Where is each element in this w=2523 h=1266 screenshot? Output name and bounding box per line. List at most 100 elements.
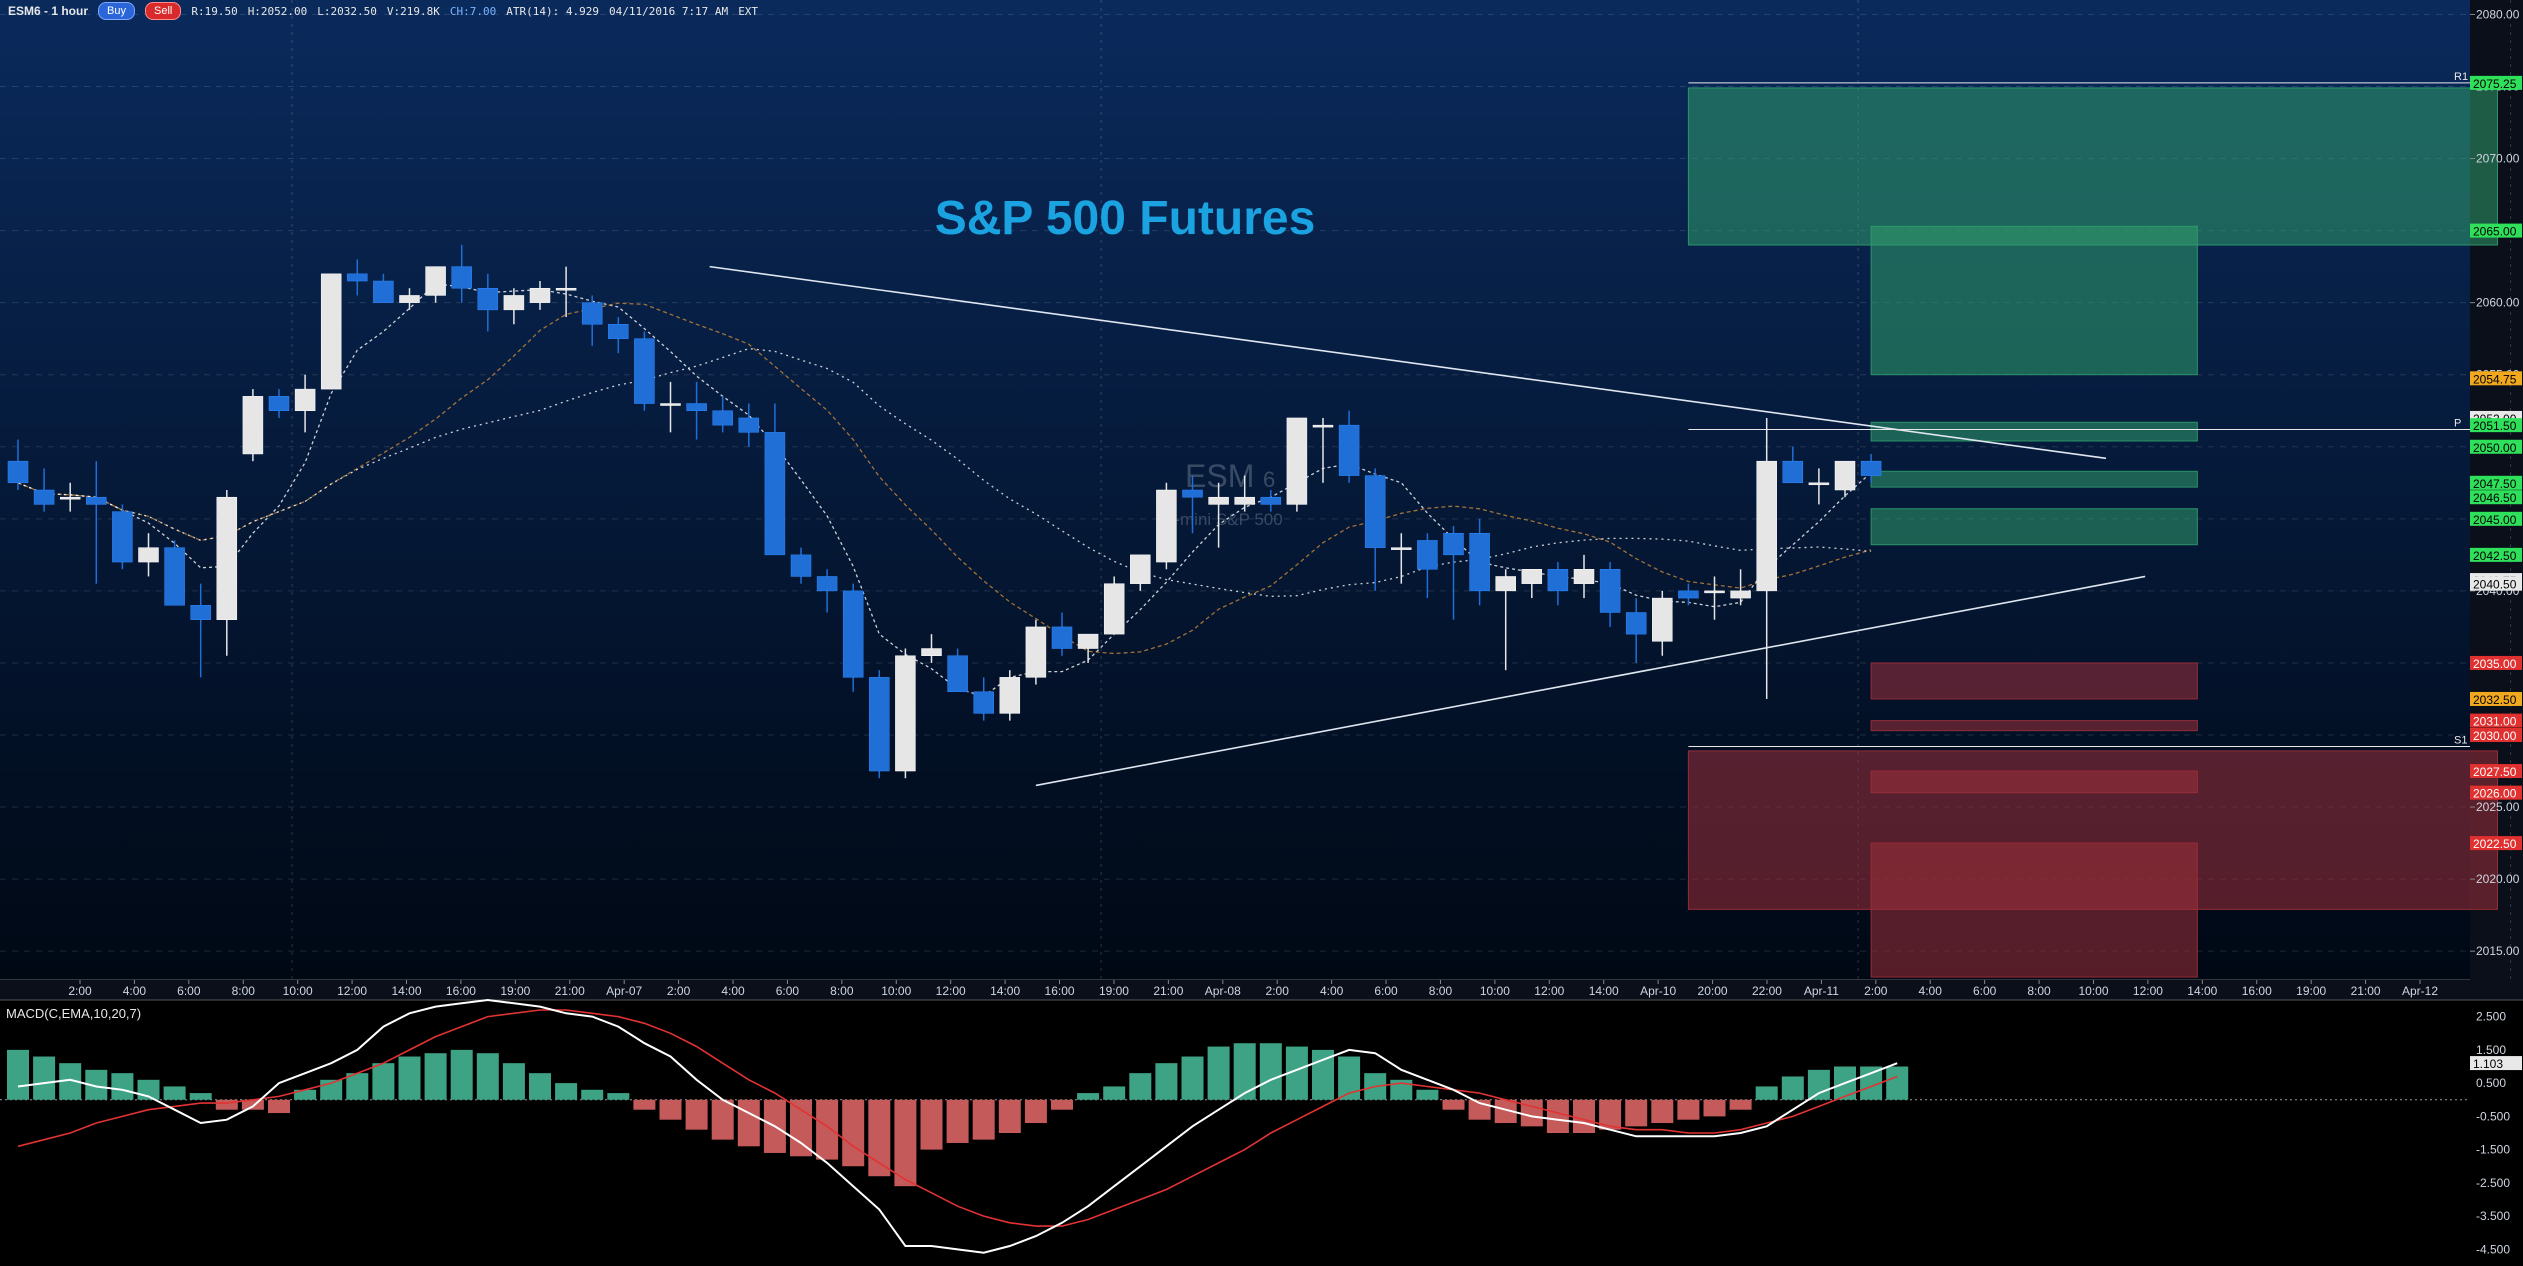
- low-readout: L:2032.50: [317, 4, 377, 18]
- macd-histogram-bar-positive: [1155, 1063, 1178, 1100]
- macd-histogram-bar-negative: [1494, 1099, 1517, 1124]
- macd-histogram-bar-positive: [398, 1056, 421, 1100]
- down-candle: [190, 605, 211, 620]
- time-tick-label: Apr-07: [606, 984, 642, 998]
- macd-histogram-bar-positive: [1781, 1076, 1804, 1100]
- up-candle: [1756, 460, 1777, 592]
- range-readout: R:19.50: [191, 4, 238, 18]
- price-tag: [2470, 475, 2522, 490]
- high-readout: H:2052.00: [247, 4, 308, 18]
- time-tick-label: 12:00: [936, 984, 966, 998]
- macd-histogram-bar-negative: [868, 1099, 891, 1177]
- down-candle: [1417, 540, 1438, 570]
- time-tick-label: 4:00: [1919, 984, 1943, 998]
- macd-tick-label: 0.500: [2476, 1076, 2506, 1090]
- up-candle: [1312, 424, 1334, 428]
- macd-histogram-bar-negative: [241, 1099, 264, 1110]
- down-candle: [764, 432, 786, 556]
- macd-histogram-bar-positive: [294, 1089, 317, 1100]
- down-candle: [738, 417, 760, 433]
- up-candle: [1208, 496, 1229, 505]
- price-tag: [2470, 655, 2522, 670]
- up-candle: [1025, 626, 1047, 678]
- time-tick-label: 4:00: [123, 984, 147, 998]
- down-candle: [86, 496, 107, 505]
- up-candle: [294, 388, 316, 411]
- down-candle: [373, 280, 394, 303]
- price-tick-label: 2025.00: [2476, 800, 2520, 814]
- time-tick-label: 8:00: [1429, 984, 1453, 998]
- down-candle: [1782, 460, 1804, 484]
- down-candle: [1547, 569, 1569, 592]
- watermark-name: E-mini S&P 500: [1163, 510, 1283, 529]
- price-tag: [2470, 371, 2522, 386]
- up-candle: [999, 677, 1021, 714]
- macd-histogram-bar-positive: [372, 1063, 395, 1100]
- time-tick-label: 10:00: [2078, 984, 2108, 998]
- up-candle: [242, 396, 264, 455]
- price-tag-label: 2032.50: [2473, 693, 2517, 707]
- time-tick-label: 10:00: [283, 984, 313, 998]
- macd-histogram-bar-positive: [1390, 1079, 1413, 1100]
- price-tag: [2470, 785, 2522, 800]
- time-tick-label: 2:00: [667, 984, 691, 998]
- green-target-zone: [1870, 508, 2198, 546]
- macd-histogram-bar-positive: [1807, 1069, 1830, 1100]
- macd-histogram-bar-positive: [1103, 1086, 1126, 1100]
- macd-histogram-bar-negative: [1520, 1099, 1543, 1127]
- chart-title: S&P 500 Futures: [935, 192, 1316, 245]
- time-tick-label: 2:00: [1266, 984, 1290, 998]
- time-tick-label: 8:00: [2027, 984, 2051, 998]
- price-tag: [2470, 547, 2522, 562]
- up-candle: [216, 496, 238, 620]
- time-tick-label: 14:00: [2187, 984, 2217, 998]
- macd-histogram-bar-positive: [1129, 1073, 1152, 1100]
- sell-button[interactable]: Sell: [144, 2, 182, 20]
- red-target-zone: [1870, 842, 2198, 978]
- price-tag: [2470, 223, 2522, 238]
- price-tag-label: 2065.00: [2473, 225, 2517, 239]
- macd-histogram-bar-negative: [685, 1099, 708, 1130]
- down-candle: [347, 273, 368, 282]
- down-candle: [816, 576, 838, 592]
- macd-histogram-bar-positive: [7, 1049, 29, 1100]
- time-tick-label: 19:00: [2296, 984, 2326, 998]
- time-tick-label: 14:00: [1589, 984, 1619, 998]
- down-candle: [268, 396, 290, 411]
- up-candle: [921, 648, 942, 656]
- time-tick-label: 10:00: [881, 984, 911, 998]
- macd-histogram-bar-positive: [581, 1089, 604, 1100]
- down-candle: [712, 410, 733, 426]
- macd-histogram-bar-negative: [1677, 1099, 1700, 1120]
- up-candle: [425, 266, 446, 296]
- price-tag-label: 2046.50: [2473, 491, 2517, 505]
- up-candle: [1834, 460, 1856, 491]
- up-candle: [1704, 590, 1725, 594]
- price-tag: [2470, 439, 2522, 454]
- macd-histogram-bar-positive: [424, 1053, 447, 1100]
- candlesticks: [7, 245, 1882, 779]
- down-candle: [1860, 460, 1882, 476]
- time-tick-label: 21:00: [1153, 984, 1183, 998]
- buy-button[interactable]: Buy: [98, 2, 135, 20]
- macd-indicator: [0, 998, 2470, 1254]
- price-tag-label: 2031.00: [2473, 715, 2517, 729]
- price-tag: [2470, 728, 2522, 742]
- macd-line: [17, 998, 1898, 1254]
- trendline: [709, 265, 2107, 460]
- down-candle: [1443, 532, 1464, 556]
- macd-histogram-bar-negative: [1599, 1099, 1622, 1130]
- watermark: ESM 6 E-mini S&P 500: [1163, 458, 1283, 529]
- price-tag-label: 2022.50: [2473, 837, 2517, 851]
- down-candle: [7, 460, 29, 484]
- up-candle: [529, 287, 551, 303]
- macd-histogram-bar-negative: [737, 1099, 760, 1147]
- up-candle: [1391, 547, 1412, 550]
- macd-histogram-bar-negative: [1729, 1099, 1752, 1110]
- macd-histogram-bar-positive: [85, 1069, 108, 1100]
- macd-histogram-bar-negative: [659, 1099, 682, 1120]
- down-candle: [33, 489, 55, 505]
- pivot-level-label: S1: [2454, 735, 2467, 747]
- macd-histogram-bar-positive: [1416, 1089, 1439, 1100]
